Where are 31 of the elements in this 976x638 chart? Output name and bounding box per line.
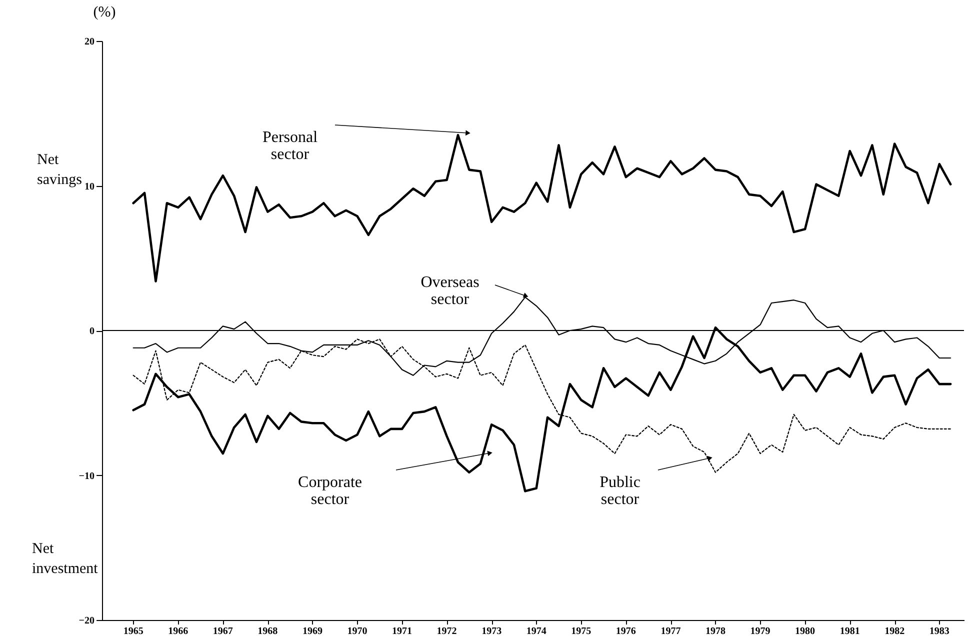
text: Net savings — [37, 152, 82, 188]
x-tick-label: 1976 — [616, 626, 636, 637]
x-tick-label: 1971 — [392, 626, 412, 637]
x-tick-label: 1981 — [840, 626, 860, 637]
series-label: Personal sector — [262, 129, 318, 163]
x-tick-label: 1975 — [571, 626, 592, 637]
y-tick-label: 0 — [90, 326, 94, 337]
y-axis-title: (%) — [93, 4, 116, 20]
y-tick-label: 10 — [84, 181, 94, 192]
x-tick-label: 1978 — [705, 626, 726, 637]
y-tick-label: 20 — [84, 36, 94, 48]
text: Net investment — [32, 541, 99, 577]
x-tick-label: 1983 — [929, 626, 950, 637]
x-tick-label: 1974 — [526, 626, 546, 637]
x-tick-label: 1970 — [347, 626, 368, 637]
x-tick-label: 1979 — [750, 626, 770, 637]
x-tick-label: 1966 — [168, 626, 188, 637]
y-tick-label: −10 — [78, 470, 94, 482]
x-tick-label: 1967 — [212, 626, 233, 637]
x-tick-label: 1968 — [258, 626, 278, 637]
x-tick-label: 1982 — [884, 626, 905, 637]
x-tick-label: 1973 — [482, 626, 502, 637]
x-tick-label: 1980 — [795, 626, 816, 637]
x-tick-label: 1977 — [660, 626, 681, 637]
legend-label: Overseas sector — [420, 274, 480, 308]
text: Corporate sector — [298, 474, 362, 508]
x-tick-label: 1969 — [302, 626, 322, 637]
series-label: Public sector — [600, 474, 640, 508]
x-tick-label: 1972 — [436, 626, 457, 637]
y-tick-label: −20 — [78, 616, 94, 626]
x-tick-label: 1965 — [123, 626, 144, 637]
